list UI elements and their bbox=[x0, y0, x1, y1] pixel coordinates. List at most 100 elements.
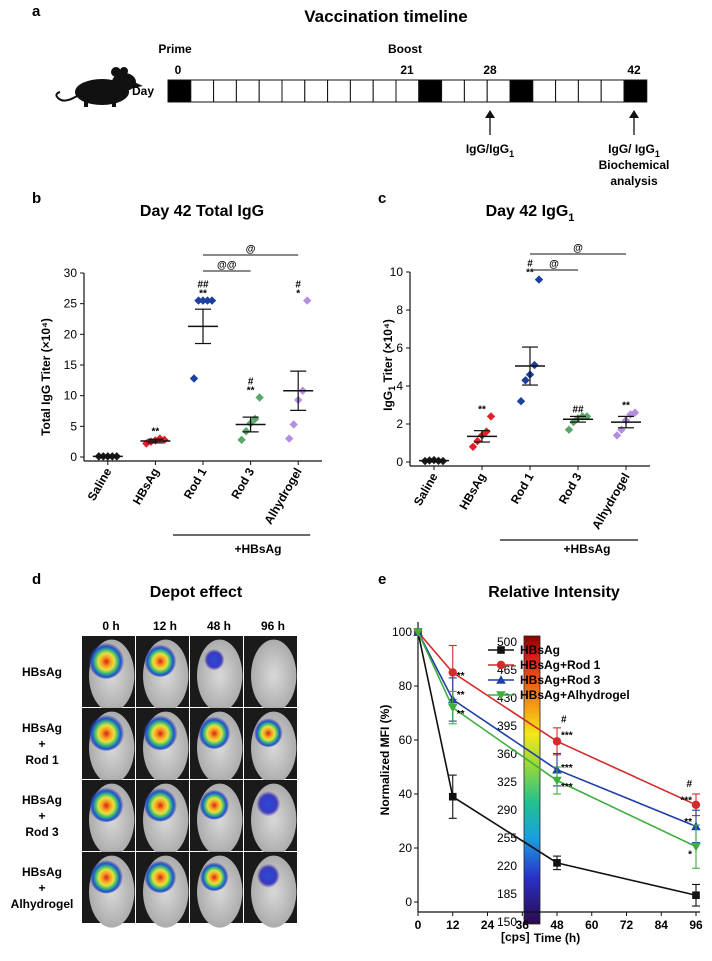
e-annotation-8: *** bbox=[680, 795, 692, 806]
colorbar-unit: [cps] bbox=[501, 930, 530, 944]
signal-0-1 bbox=[144, 642, 177, 677]
c0-point-3-1 bbox=[241, 427, 251, 436]
c0-hashes-2: ## bbox=[197, 280, 209, 291]
c0-category-label-2: Rod 1 bbox=[181, 465, 210, 501]
c0-point-3-0 bbox=[237, 435, 246, 445]
c1-y-tick-label-5: 10 bbox=[390, 265, 404, 279]
igg1-panel: c Day 42 IgG1 IgG1 Titer (×10⁴) +HBsAg 0… bbox=[378, 190, 650, 556]
e-annotation-6: *** bbox=[561, 782, 573, 793]
signal-3-3 bbox=[256, 863, 280, 888]
c0-point-2-4 bbox=[207, 296, 217, 305]
c1-point-1-0 bbox=[468, 442, 478, 451]
prime-label: Prime bbox=[158, 42, 192, 56]
c1-point-1-4 bbox=[486, 412, 496, 421]
e-point-1-2 bbox=[552, 737, 562, 746]
annotation-day-42-line3: analysis bbox=[610, 174, 658, 188]
row-label-1-0: HBsAg bbox=[22, 721, 62, 735]
e-series-line-0 bbox=[417, 631, 697, 897]
arrow-42 bbox=[629, 110, 639, 135]
colorbar bbox=[523, 635, 541, 925]
e-annotation-10: * bbox=[688, 849, 692, 860]
c0-y-tick-label-6: 30 bbox=[64, 266, 78, 280]
row-label-0-0: HBsAg bbox=[22, 665, 62, 679]
c1-y-tick-label-4: 8 bbox=[396, 303, 403, 317]
e-point-0-3 bbox=[692, 891, 700, 900]
annotation-day-42-line2: Biochemical bbox=[599, 158, 670, 172]
e-point-0-2 bbox=[553, 859, 561, 867]
total-igg-panel: b Day 42 Total IgG Total IgG Titer (×10⁴… bbox=[32, 190, 322, 556]
e-legend-label-0: HBsAg bbox=[520, 643, 560, 657]
c1-category-label-0: Saline bbox=[411, 470, 441, 508]
igg1-title: Day 42 IgG1 bbox=[486, 203, 575, 224]
igg1-y-label: IgG1 Titer (×10⁴) bbox=[381, 319, 397, 411]
c1-category-label-3: Rod 3 bbox=[556, 470, 585, 506]
total-igg-y-label: Total IgG Titer (×10⁴) bbox=[39, 318, 53, 436]
c1-point-2-4 bbox=[534, 275, 544, 284]
e-annotation-0: ** bbox=[457, 671, 465, 682]
depot-panel: d Depot effect [cps] 0 h 12 h 48 h 96 h HBsA… bbox=[11, 571, 541, 944]
signal-3-0 bbox=[89, 858, 124, 894]
c1-stars-4: ** bbox=[622, 401, 630, 412]
row-label-2-0: HBsAg bbox=[22, 793, 62, 807]
c0-y-tick-label-0: 0 bbox=[70, 450, 77, 464]
signal-2-1 bbox=[143, 786, 178, 822]
e-point-1-3 bbox=[691, 800, 701, 809]
signal-2-2 bbox=[199, 788, 230, 820]
c1-category-label-1: HBsAg bbox=[456, 471, 488, 513]
signal-0-0 bbox=[88, 640, 125, 679]
e-x-tick-label-5: 60 bbox=[585, 918, 599, 932]
c0-y-tick-label-5: 25 bbox=[64, 297, 78, 311]
c1-point-4-1 bbox=[617, 425, 626, 434]
e-x-tick-label-2: 24 bbox=[481, 918, 495, 932]
panel-letter-b: b bbox=[32, 190, 41, 207]
e-annotation-9: ** bbox=[684, 817, 692, 828]
timeline-cell-11 bbox=[418, 79, 443, 103]
panel-letter-d: d bbox=[32, 571, 41, 588]
annotation-day-42-line1: IgG/ IgG1 bbox=[608, 142, 660, 159]
c0-category-label-4: Alhydrogel bbox=[261, 466, 304, 527]
e-legend-label-1: HBsAg+Rod 1 bbox=[520, 658, 601, 672]
timeline-cell-3 bbox=[235, 79, 260, 103]
timeline-cell-6 bbox=[304, 79, 329, 103]
c1-y-tick-label-0: 0 bbox=[396, 455, 403, 469]
timeline-cell-16 bbox=[532, 79, 557, 103]
colorbar-label-6: 290 bbox=[497, 803, 517, 817]
c0-hashes-4: # bbox=[295, 280, 301, 291]
e-x-tick-label-1: 12 bbox=[446, 918, 460, 932]
c1-point-2-1 bbox=[521, 376, 530, 385]
c0-point-4-4 bbox=[303, 296, 312, 305]
colorbar-label-10: 150 bbox=[497, 915, 517, 929]
row-label-1-1: + bbox=[38, 737, 45, 751]
c1-point-2-3 bbox=[530, 360, 539, 370]
row-label-1-2: Rod 1 bbox=[25, 753, 59, 767]
c1-hashes-3: ## bbox=[572, 404, 584, 415]
e-x-tick-label-4: 48 bbox=[550, 918, 564, 932]
arrow-28 bbox=[485, 110, 495, 135]
relative-intensity-x-label: Time (h) bbox=[534, 931, 580, 945]
colorbar-label-9: 185 bbox=[497, 887, 517, 901]
e-y-tick-label-3: 60 bbox=[399, 733, 413, 747]
timeline-cell-18 bbox=[577, 79, 602, 103]
c1-stars-2: ** bbox=[526, 268, 534, 279]
signal-1-3 bbox=[253, 716, 283, 747]
c0-stars-3: ** bbox=[247, 386, 255, 397]
day-0-label: 0 bbox=[175, 63, 182, 77]
c0-hashes-3: # bbox=[248, 377, 254, 388]
e-y-tick-label-2: 40 bbox=[399, 787, 413, 801]
colorbar-label-4: 360 bbox=[497, 747, 517, 761]
c1-y-tick-label-3: 6 bbox=[396, 341, 403, 355]
row-label-3-0: HBsAg bbox=[22, 865, 62, 879]
e-annotation-3: # bbox=[561, 714, 567, 725]
c1-point-4-4 bbox=[630, 408, 640, 417]
timeline-cell-8 bbox=[349, 79, 374, 103]
c1-point-1-1 bbox=[473, 436, 482, 446]
e-series-line-3 bbox=[417, 631, 697, 848]
timeline-cell-5 bbox=[281, 79, 306, 103]
panel-letter-c: c bbox=[378, 190, 386, 207]
c1-point-4-0 bbox=[612, 431, 622, 440]
e-point-1-1 bbox=[448, 668, 457, 677]
timeline-cell-19 bbox=[600, 79, 625, 103]
time-label-0: 0 h bbox=[102, 619, 119, 633]
e-point-0-1 bbox=[448, 792, 457, 801]
e-legend-label-2: HBsAg+Rod 3 bbox=[520, 673, 601, 687]
